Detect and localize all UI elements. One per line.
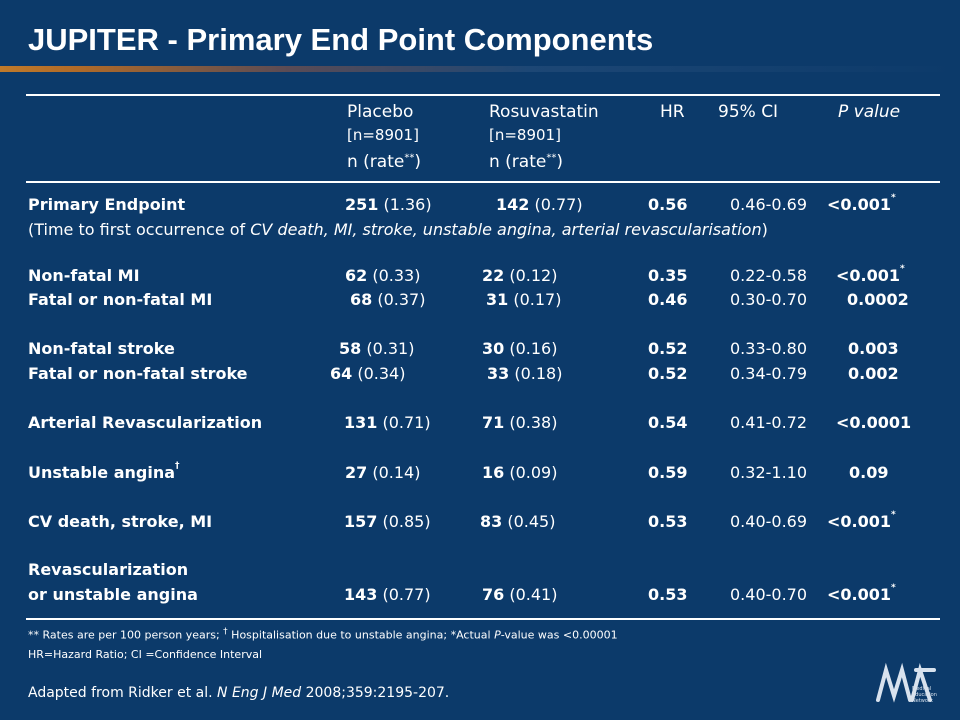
title-bar: JUPITER - Primary End Point Components xyxy=(0,0,960,72)
fatal-stroke-ci: 0.34-0.79 xyxy=(730,364,808,383)
primary-rosuvastatin: 142 (0.77) xyxy=(496,195,583,214)
fatal-mi-p: 0.0002 xyxy=(847,290,909,309)
header-placebo-n: [n=8901] xyxy=(347,126,419,144)
table-top-rule xyxy=(26,94,940,96)
revasc-rosuvastatin: 76 (0.41) xyxy=(482,585,558,604)
header-rosuvastatin: Rosuvastatin xyxy=(489,102,599,122)
source-citation: Adapted from Ridker et al. N Eng J Med 2… xyxy=(28,685,450,701)
nonfatal-stroke-ci: 0.33-0.80 xyxy=(730,339,808,358)
row-label-unstable-angina: Unstable angina† xyxy=(28,461,180,482)
row-label-primary: Primary Endpoint xyxy=(28,195,186,214)
row-label-fatal-mi: Fatal or non-fatal MI xyxy=(28,290,213,309)
fatal-stroke-hr: 0.52 xyxy=(648,364,688,383)
primary-definition: (Time to first occurrence of CV death, M… xyxy=(28,220,768,239)
nonfatal-mi-hr: 0.35 xyxy=(648,266,688,285)
nonfatal-mi-placebo: 62 (0.33) xyxy=(345,266,421,285)
nonfatal-stroke-rosuvastatin: 30 (0.16) xyxy=(482,339,558,358)
table-bottom-rule xyxy=(26,618,940,620)
footnote-rates: ** Rates are per 100 person years; † Hos… xyxy=(28,627,618,642)
row-label-nonfatal-mi: Non-fatal MI xyxy=(28,266,140,285)
svg-text:Medical: Medical xyxy=(912,686,931,692)
row-label-fatal-stroke: Fatal or non-fatal stroke xyxy=(28,364,248,383)
title-underline xyxy=(0,66,960,72)
fatal-mi-rosuvastatin: 31 (0.17) xyxy=(486,290,562,309)
svg-text:Education: Education xyxy=(912,692,937,698)
primary-hr: 0.56 xyxy=(648,195,688,214)
footnote-abbreviations: HR=Hazard Ratio; CI =Confidence Interval xyxy=(28,648,263,661)
men-logo-icon: Medical Education Network xyxy=(872,660,942,712)
unstable-angina-ci: 0.32-1.10 xyxy=(730,463,808,482)
cv-death-placebo: 157 (0.85) xyxy=(344,512,431,531)
revasc-p: <0.001* xyxy=(827,583,896,604)
header-bottom-rule xyxy=(26,181,940,183)
nonfatal-stroke-p: 0.003 xyxy=(848,339,899,358)
header-hr: HR xyxy=(660,102,685,122)
page-title: JUPITER - Primary End Point Components xyxy=(28,22,654,57)
header-p-value: P value xyxy=(838,102,901,122)
nonfatal-mi-rosuvastatin: 22 (0.12) xyxy=(482,266,558,285)
fatal-stroke-p: 0.002 xyxy=(848,364,899,383)
nonfatal-mi-ci: 0.22-0.58 xyxy=(730,266,808,285)
cv-death-rosuvastatin: 83 (0.45) xyxy=(480,512,556,531)
arterial-revasc-hr: 0.54 xyxy=(648,413,688,432)
primary-ci: 0.46-0.69 xyxy=(730,195,808,214)
unstable-angina-rosuvastatin: 16 (0.09) xyxy=(482,463,558,482)
revasc-placebo: 143 (0.77) xyxy=(344,585,431,604)
header-rosuvastatin-n: [n=8901] xyxy=(489,126,561,144)
header-ci: 95% CI xyxy=(718,102,779,122)
nonfatal-stroke-hr: 0.52 xyxy=(648,339,688,358)
fatal-mi-hr: 0.46 xyxy=(648,290,688,309)
unstable-angina-p: 0.09 xyxy=(849,463,889,482)
cv-death-ci: 0.40-0.69 xyxy=(730,512,808,531)
header-placebo-rate: n (rate**) xyxy=(347,152,421,172)
fatal-mi-placebo: 68 (0.37) xyxy=(350,290,426,309)
primary-placebo: 251 (1.36) xyxy=(345,195,432,214)
arterial-revasc-ci: 0.41-0.72 xyxy=(730,413,808,432)
arterial-revasc-p: <0.0001 xyxy=(836,413,912,432)
primary-p: <0.001* xyxy=(827,193,896,214)
fatal-stroke-placebo: 64 (0.34) xyxy=(330,364,406,383)
row-label-revasc-line2: or unstable angina xyxy=(28,585,198,604)
arterial-revasc-placebo: 131 (0.71) xyxy=(344,413,431,432)
row-label-revasc-line1: Revascularization xyxy=(28,560,189,579)
arterial-revasc-rosuvastatin: 71 (0.38) xyxy=(482,413,558,432)
nonfatal-stroke-placebo: 58 (0.31) xyxy=(339,339,415,358)
unstable-angina-placebo: 27 (0.14) xyxy=(345,463,421,482)
revasc-hr: 0.53 xyxy=(648,585,688,604)
fatal-stroke-rosuvastatin: 33 (0.18) xyxy=(487,364,563,383)
nonfatal-mi-p: <0.001* xyxy=(836,264,905,285)
fatal-mi-ci: 0.30-0.70 xyxy=(730,290,808,309)
row-label-arterial-revasc: Arterial Revascularization xyxy=(28,413,263,432)
row-label-nonfatal-stroke: Non-fatal stroke xyxy=(28,339,175,358)
unstable-angina-hr: 0.59 xyxy=(648,463,688,482)
header-placebo: Placebo xyxy=(347,102,414,122)
svg-text:Network: Network xyxy=(912,698,933,704)
header-rosuvastatin-rate: n (rate**) xyxy=(489,152,563,172)
cv-death-hr: 0.53 xyxy=(648,512,688,531)
row-label-cv-death: CV death, stroke, MI xyxy=(28,512,213,531)
cv-death-p: <0.001* xyxy=(827,510,896,531)
revasc-ci: 0.40-0.70 xyxy=(730,585,808,604)
